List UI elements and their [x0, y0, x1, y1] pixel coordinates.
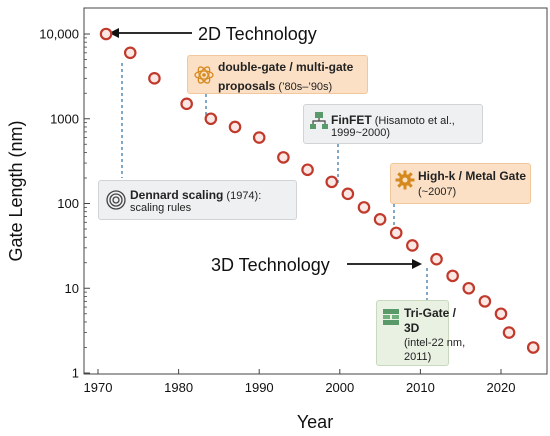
- callout-tri-gate: Tri-Gate / 3D (intel-22 nm, 2011): [376, 300, 465, 366]
- x-tick-label: 1970: [84, 380, 113, 395]
- arrow-3d: [347, 259, 422, 269]
- data-point: [357, 201, 371, 214]
- gear-icon: [395, 170, 415, 190]
- data-point: [325, 175, 339, 189]
- fingerprint-icon: [106, 190, 126, 210]
- highk-title: High-k / Metal Gate: [418, 169, 527, 183]
- leader-lines: [121, 63, 428, 300]
- trigate-detail: (intel-22 nm,: [404, 337, 466, 349]
- data-point: [301, 163, 314, 177]
- data-point: [478, 295, 492, 308]
- trigate-title: Tri-Gate /: [404, 306, 457, 320]
- callout-multigate: double-gate / multi-gate proposals (’80s…: [187, 55, 368, 94]
- trigate-detail2: 2011): [404, 351, 432, 363]
- data-point: [252, 131, 266, 144]
- dennard-title: Dennard scaling: [130, 188, 224, 202]
- data-point: [430, 252, 443, 266]
- data-point: [502, 326, 516, 339]
- highk-detail: (~2007): [418, 186, 457, 198]
- y-tick-label: 100: [57, 196, 79, 211]
- finfet-detail: (Hisamoto et al.,: [371, 115, 455, 127]
- atom-icon: [194, 66, 214, 84]
- data-point: [373, 213, 387, 226]
- label-3d-technology: 3D Technology: [211, 255, 330, 275]
- data-point: [526, 341, 540, 354]
- y-tick-label: 10,000: [39, 27, 79, 42]
- callout-finfet: FinFET (Hisamoto et al., 1999~2000): [303, 104, 483, 144]
- x-tick-label: 2020: [487, 380, 516, 395]
- x-axis-title: Year: [297, 412, 333, 432]
- data-point: [180, 97, 193, 111]
- y-tick-label: 1000: [50, 111, 79, 126]
- dennard-year: (1974):: [223, 190, 262, 202]
- data-point: [406, 239, 419, 252]
- data-point: [204, 112, 218, 126]
- data-point: [389, 226, 403, 240]
- y-tick-label: 10: [65, 281, 79, 296]
- callout-high-k: High-k / Metal Gate (~2007): [390, 163, 531, 204]
- data-point: [123, 46, 137, 60]
- arrow-2d: [109, 28, 192, 38]
- y-tick-label: 1: [72, 366, 79, 381]
- plot-frame: [83, 7, 548, 375]
- callout-dennard-scaling: Dennard scaling (1974): scaling rules: [98, 180, 297, 220]
- data-point: [462, 281, 476, 295]
- data-point: [341, 187, 355, 201]
- data-point: [99, 27, 113, 41]
- data-points: [99, 27, 540, 354]
- chip-icon: [383, 309, 399, 325]
- network-icon: [310, 112, 328, 129]
- data-point: [148, 72, 161, 85]
- multigate-title: double-gate / multi-gate: [218, 60, 354, 74]
- multigate-years: (’80s–’90s): [275, 81, 333, 93]
- x-tick-label: 1980: [164, 380, 193, 395]
- x-tick-label: 2010: [406, 380, 435, 395]
- finfet-title: FinFET: [331, 113, 372, 127]
- data-point: [446, 269, 459, 283]
- y-axis-title: Gate Length (nm): [6, 120, 26, 261]
- label-2d-technology: 2D Technology: [198, 24, 317, 44]
- x-tick-label: 2000: [325, 380, 354, 395]
- data-point: [277, 151, 290, 164]
- multigate-title2: proposals: [218, 79, 276, 93]
- data-point: [228, 120, 242, 134]
- trigate-title2: 3D: [404, 321, 420, 335]
- axis-ticks: 1970 1980 1990 2000 2010 2020 1 10 100 1000 10,000: [39, 27, 515, 396]
- finfet-detail2: 1999~2000): [331, 127, 391, 139]
- dennard-sub: scaling rules: [130, 202, 192, 214]
- data-point: [494, 307, 508, 321]
- x-tick-label: 1990: [245, 380, 274, 395]
